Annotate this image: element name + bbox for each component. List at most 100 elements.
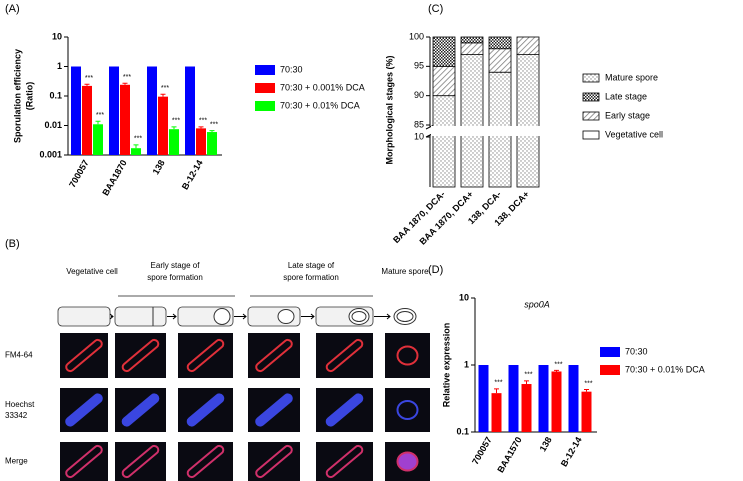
legend-swatch [582,73,600,83]
arrow [301,313,315,320]
y-tick-label: 100 [409,31,424,41]
y-axis-label: (Ratio) [24,82,34,111]
bar-segment [516,36,540,56]
row-label: Hoechst [5,400,35,409]
micrograph [115,333,166,378]
cell-stain [396,400,419,420]
bar-segment [432,36,456,67]
cell-stain [396,451,419,472]
error-bar [198,126,204,129]
micrograph [316,333,373,378]
y-tick-label: 10 [414,131,424,141]
micrograph [60,442,108,481]
bar [207,132,217,155]
row-label: Merge [5,457,28,466]
legend-label: 70:30 + 0.001% DCA [280,82,365,92]
cell-stain [255,338,293,373]
arrow [374,313,391,320]
y-tick-label: 10 [459,292,469,302]
cell-stain [121,393,160,427]
y-tick-label: 1 [464,359,469,369]
y-tick-label: 1 [57,61,62,71]
y-tick-label: 0.001 [39,149,62,159]
bar [478,365,489,432]
micrograph [60,333,108,378]
x-tick-label: 700057 [67,158,91,189]
error-bar [584,389,589,392]
legend-label: 70:30 + 0.01% DCA [625,364,705,374]
bar [508,365,519,432]
bar [169,129,179,155]
significance-label: *** [172,118,180,125]
bar [196,128,206,155]
x-tick-label: 700057 [470,435,494,466]
error-bar [84,83,90,86]
panel-label: (C) [428,3,443,15]
bar [158,96,168,155]
panel-label: (D) [428,264,443,276]
error-bar [122,82,128,85]
legend-label: Mature spore [605,72,658,82]
significance-label: *** [210,121,218,128]
significance-label: *** [123,74,131,81]
bar-segment [432,65,456,97]
bar [185,66,195,155]
bar [93,124,103,155]
error-bar [133,144,139,149]
x-tick-label: B-12-14 [559,435,584,468]
stage-header: Vegetative cell [66,267,118,276]
cell-diagram [57,306,111,327]
error-bar [524,380,529,385]
significance-label: *** [554,361,562,368]
cell-stain [325,444,364,479]
micrograph [178,333,233,378]
y-tick-label: 0.1 [456,426,469,436]
bar-segment [460,36,484,44]
legend-swatch [582,111,600,121]
cell-stain [65,393,103,427]
significance-label: *** [199,118,207,125]
x-tick-label: 138 [538,435,554,453]
row-label: 33342 [5,411,28,420]
legend-swatch [582,92,600,102]
cell-stain [186,444,225,479]
y-tick-label: 90 [414,90,424,100]
y-tick-label: 10 [52,31,62,41]
axis-break-gap [431,126,545,136]
bar [521,384,532,432]
panel-label: (B) [5,238,20,250]
y-tick-label: 85 [414,119,424,129]
bar [131,148,141,155]
legend-swatch [600,347,620,357]
legend-swatch [255,83,275,93]
error-bar [209,130,215,133]
bar-segment [460,42,484,55]
bar [491,393,502,432]
bar-segment [516,54,540,188]
legend-swatch [600,365,620,375]
significance-label: *** [134,136,142,143]
y-axis-label: Relative expression [441,323,451,408]
bar [581,391,592,432]
bar [82,85,92,155]
spore-diagram-inner [396,311,414,322]
stage-header: Early stage of [151,261,201,270]
bar [109,66,119,155]
cell-stain [65,338,103,373]
significance-label: *** [494,380,502,387]
legend-label: 70:30 [280,64,303,74]
legend-label: Early stage [605,110,650,120]
y-tick-label: 0.1 [49,90,62,100]
cell-stain [255,444,293,479]
legend-label: Vegetative cell [605,129,663,139]
bar [538,365,549,432]
cell-stain [325,393,364,427]
error-bar [160,93,166,97]
cell-stain [121,338,160,373]
panel-label: (A) [5,3,20,15]
stage-header: spore formation [147,273,203,282]
chart-subtitle: spo0A [524,299,550,309]
x-tick-label: 138 [151,158,167,176]
cell-stain [325,338,364,373]
x-tick-label: BAA1570 [495,435,523,474]
